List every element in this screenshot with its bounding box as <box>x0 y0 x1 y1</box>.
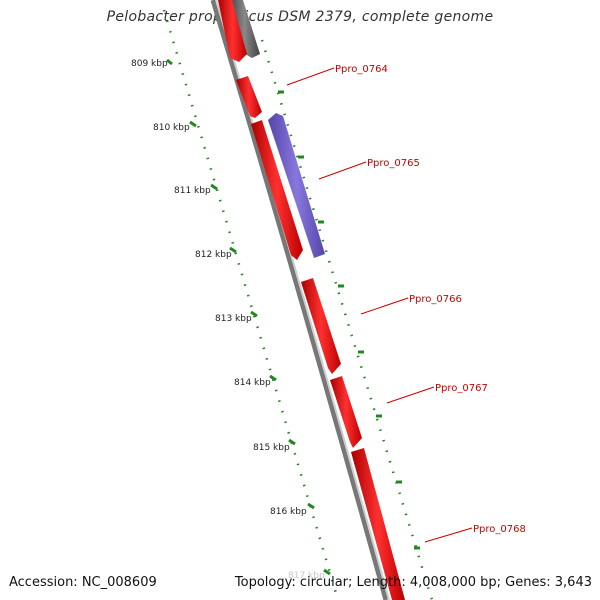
scale-ticks-inner <box>166 58 331 576</box>
scale-label: 809 kbp <box>131 59 168 69</box>
gene-label-ppro-0764[interactable]: Ppro_0764 <box>335 64 388 75</box>
scale-label: 816 kbp <box>270 507 307 517</box>
gene-label-ppro-0768[interactable]: Ppro_0768 <box>473 524 526 535</box>
scale-label-faded: 817 kbp <box>288 571 325 581</box>
gene-block-ppro-0768 <box>351 448 405 600</box>
gene-leader-lines <box>286 67 473 543</box>
gene-label-ppro-0765[interactable]: Ppro_0765 <box>367 158 420 169</box>
gene-label-ppro-0766[interactable]: Ppro_0766 <box>409 294 462 305</box>
scale-label: 815 kbp <box>253 443 290 453</box>
scale-label: 810 kbp <box>153 123 190 133</box>
scale-label: 814 kbp <box>234 378 271 388</box>
scale-label: 813 kbp <box>215 314 252 324</box>
gene-block-ppro-0765 <box>268 113 325 258</box>
gene-block-red-top <box>218 0 247 62</box>
gene-block-gray <box>229 0 260 58</box>
genome-info-text: Topology: circular; Length: 4,008,000 bp… <box>234 575 592 590</box>
gene-block-ppro-0764 <box>236 76 262 118</box>
scale-label: 812 kbp <box>195 250 232 260</box>
gene-block-ppro-0765-inner <box>251 120 303 260</box>
gene-block-ppro-0767 <box>330 376 362 448</box>
map-title: Pelobacter propionicus DSM 2379, complet… <box>106 9 494 25</box>
gene-label-ppro-0767[interactable]: Ppro_0767 <box>435 383 488 394</box>
accession-text: Accession: NC_008609 <box>9 575 157 590</box>
scale-ticks-outer <box>278 90 420 550</box>
scale-label: 811 kbp <box>174 186 211 196</box>
gene-block-ppro-0766 <box>301 278 341 374</box>
